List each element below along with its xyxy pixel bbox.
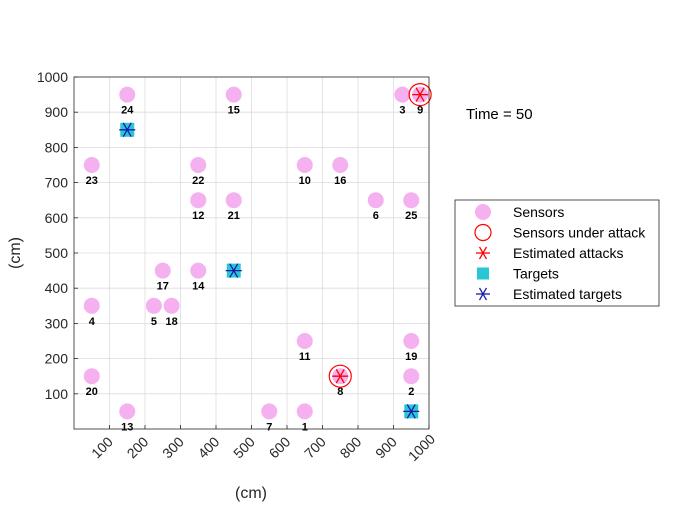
legend-label: Estimated attacks: [513, 245, 624, 261]
sensor-id-label: 19: [405, 351, 417, 363]
y-tick-label: 600: [45, 210, 69, 226]
y-tick-label: 300: [45, 315, 69, 331]
sensor-id-label: 23: [86, 175, 98, 187]
sensor-id-label: 16: [334, 175, 346, 187]
y-tick-label: 100: [45, 386, 69, 402]
legend-sensor-symbol: [475, 204, 491, 220]
legend-attack-star-symbol: [476, 246, 490, 260]
legend-estimated-target-symbol: [476, 287, 490, 301]
sensor-id-label: 20: [86, 386, 98, 398]
legend-label: Sensors: [513, 204, 564, 220]
sensor-id-label: 14: [192, 281, 205, 293]
sensor-marker: [83, 157, 100, 173]
sensor-id-label: 8: [337, 386, 343, 398]
legend-label: Sensors under attack: [513, 225, 646, 241]
y-tick-label: 1000: [37, 69, 68, 85]
sensor-id-label: 24: [121, 105, 134, 117]
sensor-id-label: 9: [417, 105, 423, 117]
legend: Sensors Sensors under attack Estimated att…: [454, 199, 660, 307]
sensor-id-label: 2: [408, 386, 414, 398]
sensor-id-label: 17: [157, 281, 169, 293]
legend-label: Estimated targets: [513, 286, 622, 302]
sensor-marker: [83, 368, 100, 385]
sensor-id-label: 10: [299, 175, 311, 187]
attacked-sensor-marker: [408, 82, 432, 107]
sensor-id-label: 6: [373, 210, 379, 222]
sensor-id-label: 5: [151, 316, 157, 328]
estimated-attack-marker: [332, 368, 349, 384]
y-tick-label: 800: [45, 139, 69, 155]
sensor-id-label: 22: [192, 175, 204, 187]
y-axis-label: (cm): [7, 237, 24, 269]
estimated-target-marker: [225, 263, 242, 278]
y-tick-label: 500: [45, 245, 69, 261]
sensor-marker: [119, 403, 136, 420]
sensor-marker: [83, 297, 100, 314]
y-tick-label: 700: [45, 175, 69, 191]
sensor-marker: [190, 157, 207, 173]
sensor-id-label: 3: [399, 105, 405, 117]
sensor-id-label: 18: [166, 316, 178, 328]
sensor-marker: [332, 157, 349, 173]
sensor-marker: [225, 192, 242, 209]
sensor-marker: [394, 86, 411, 103]
time-annotation: Time = 50: [466, 106, 533, 123]
estimated-target-marker: [119, 122, 136, 138]
y-tick-label: 200: [45, 351, 69, 367]
sensor-marker: [145, 297, 162, 314]
estimated-attack-marker: [412, 87, 429, 102]
sensor-marker: [225, 86, 242, 103]
sensor-marker: [163, 297, 180, 314]
sensor-marker: [261, 403, 278, 420]
sensor-marker: [296, 403, 313, 420]
attacked-sensor-marker: [328, 364, 352, 388]
sensor-id-label: 11: [299, 351, 311, 363]
sensor-id-label: 15: [228, 105, 240, 117]
sensor-marker: [119, 86, 136, 103]
legend-label: Targets: [513, 266, 559, 282]
sensor-marker: [296, 157, 313, 173]
sensor-marker: [367, 192, 384, 209]
y-tick-label: 900: [45, 104, 69, 120]
sensor-id-label: 25: [405, 210, 417, 222]
sensor-id-label: 4: [89, 316, 96, 328]
sensor-marker: [190, 262, 207, 279]
sensor-id-label: 21: [228, 210, 240, 222]
sensor-marker: [154, 262, 171, 279]
y-tick-label: 400: [45, 280, 69, 296]
sensor-marker: [296, 333, 313, 349]
sensor-id-label: 1: [302, 421, 308, 433]
sensor-id-label: 7: [266, 421, 272, 433]
x-axis-label: (cm): [235, 485, 267, 502]
sensor-marker: [403, 192, 420, 209]
legend-target-symbol: [477, 267, 489, 280]
estimated-target-marker: [403, 404, 420, 419]
sensor-marker: [190, 192, 207, 209]
sensor-id-label: 13: [121, 421, 133, 433]
sensor-marker: [403, 368, 420, 385]
sensor-id-label: 12: [192, 210, 204, 222]
sensor-marker: [403, 333, 420, 349]
legend-attack-circle-symbol: [474, 223, 492, 242]
